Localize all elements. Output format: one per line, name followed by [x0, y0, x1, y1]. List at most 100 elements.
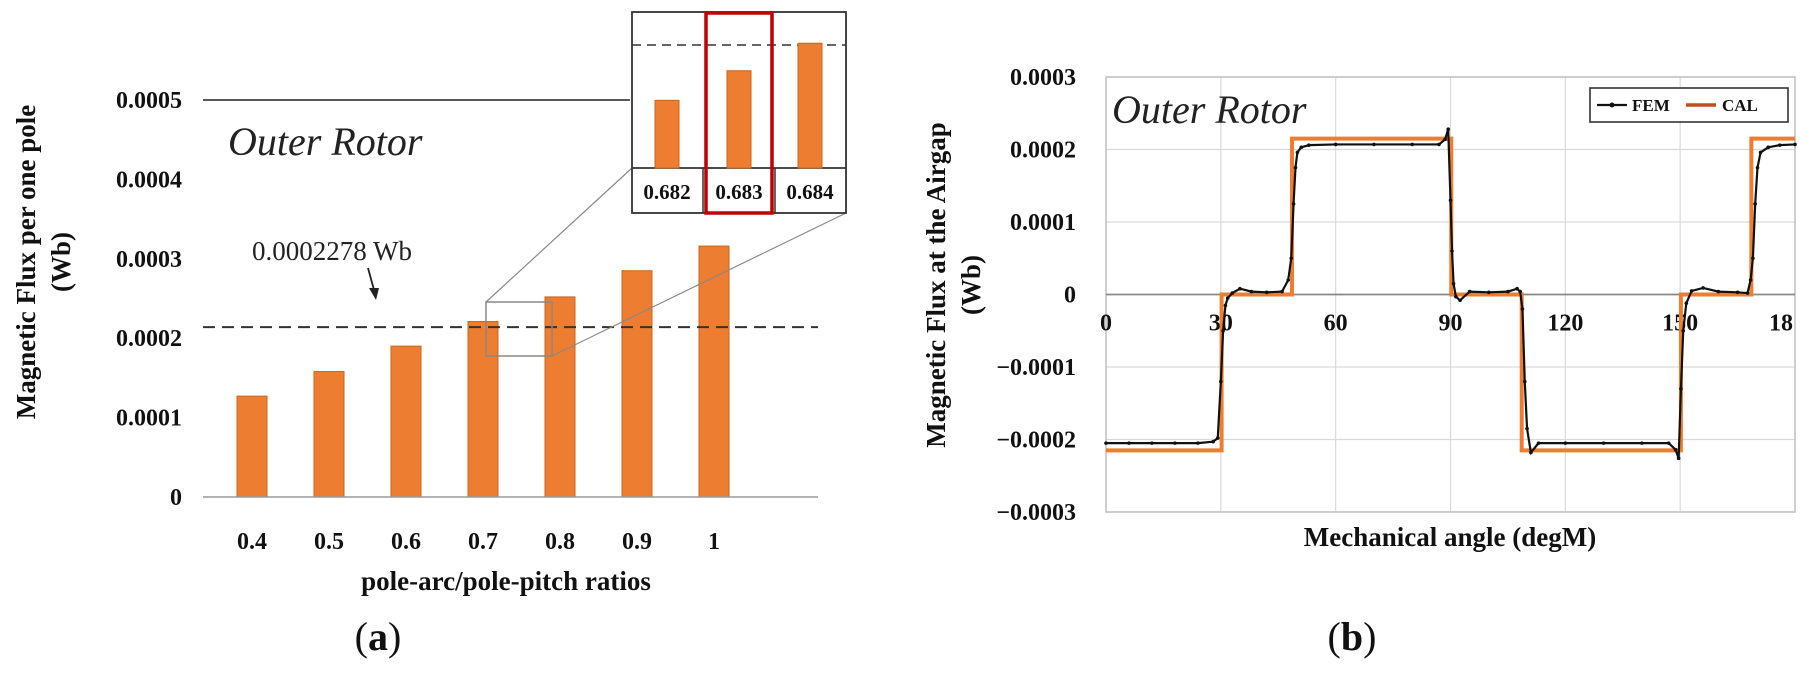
panel-a-reference-arrowhead	[369, 288, 379, 300]
panel-b-xtick-label: 120	[1547, 311, 1583, 337]
panel-b-fem-point	[1173, 441, 1177, 445]
panel-b-fem-point	[1223, 303, 1228, 308]
panel-b-fem-point	[1127, 441, 1131, 445]
panel-a-reference-label: 0.0002278 Wb	[252, 236, 412, 266]
panel-b-fem-point	[1529, 450, 1533, 455]
panel-b-letter: (b)	[1328, 614, 1377, 659]
panel-b-legend-cal-label: CAL	[1722, 96, 1758, 115]
panel-b-fem-point	[1735, 290, 1740, 295]
panel-b-fem-point	[1681, 328, 1686, 333]
panel-b-ytick-label: −0.0003	[996, 500, 1076, 526]
panel-b-fem-point	[1221, 328, 1225, 333]
panel-a-x-ticks: 0.4 0.5 0.6 0.7 0.8 0.9 1	[237, 529, 720, 555]
panel-b-fem-point	[1506, 289, 1510, 294]
panel-a-bar	[236, 395, 268, 498]
panel-b-fem-point	[1211, 439, 1215, 444]
panel-b-fem-point	[1333, 142, 1338, 147]
panel-b-fem-point	[1280, 289, 1284, 294]
panel-a-bars	[236, 245, 730, 498]
panel-b-ylabel-line1: Magnetic Flux at the Airgap	[921, 122, 951, 447]
panel-b-y-ticks: 0.0003 0.0002 0.0001 0 −0.0001 −0.0002 −0.0003	[996, 65, 1076, 526]
panel-b-fem-point	[1793, 142, 1797, 147]
panel-b-fem-point	[1536, 441, 1541, 445]
panel-b-fem-point	[1289, 256, 1294, 261]
panel-a-bar	[698, 245, 730, 498]
panel-b-fem-point	[1410, 142, 1415, 147]
panel-b-fem-point	[1522, 379, 1527, 384]
panel-b-ytick-label: −0.0002	[996, 428, 1076, 454]
panel-b-fem-point	[1563, 441, 1568, 445]
panel-b-fem-point	[1518, 289, 1522, 294]
panel-b-fem-point	[1238, 286, 1242, 291]
panel-b-fem-point	[1446, 127, 1451, 131]
panel-b-fem-point	[1372, 142, 1376, 147]
panel-b-fem-point	[1601, 441, 1606, 445]
panel-b-xtick-label: 90	[1439, 311, 1463, 337]
panel-a-ytick-label: 0	[170, 485, 182, 511]
panel-b-fem-point	[1679, 386, 1683, 391]
panel-b-fem-point	[1766, 145, 1771, 150]
panel-b-fem-point	[1673, 447, 1678, 452]
panel-b-fem-point	[1219, 379, 1223, 384]
panel-a-title: Outer Rotor	[228, 119, 423, 164]
panel-b-xtick-label: 18	[1769, 311, 1793, 337]
panel-b-ylabel-line2: (Wb)	[956, 255, 986, 315]
panel-b-fem-point	[1225, 296, 1230, 300]
panel-a-xtick-label: 0.4	[237, 529, 267, 555]
panel-b-fem-point	[1454, 294, 1458, 299]
panel-a-inset-label: 0.684	[786, 180, 834, 204]
panel-b-fem-point	[1295, 150, 1300, 155]
panel-b-xlabel: Mechanical angle (degM)	[1304, 522, 1596, 552]
panel-b-fem-point	[1751, 256, 1755, 261]
panel-b-fem-point	[1458, 298, 1462, 303]
panel-b-fem-point	[1467, 289, 1472, 294]
panel-a-bar	[621, 270, 653, 498]
panel-a-bar	[313, 371, 345, 498]
panel-a-ylabel-line1: Magnetic Flux per one pole	[11, 105, 41, 419]
panel-b-fem-point	[1448, 198, 1453, 203]
panel-b-fem-point	[1486, 290, 1491, 295]
panel-b-fem-point	[1286, 278, 1291, 282]
panel-b-fem-point	[1249, 289, 1254, 294]
panel-b-legend-fem-marker	[1609, 102, 1615, 108]
panel-b-ytick-label: 0	[1064, 283, 1076, 309]
panel-b-line-chart: Magnetic Flux at the Airgap (Wb) 0.0003 0…	[921, 65, 1797, 659]
panel-b-fem-point	[1437, 142, 1441, 147]
panel-b-fem-point	[1520, 307, 1525, 311]
panel-b-fem-point	[1758, 150, 1763, 155]
panel-b-fem-point	[1640, 441, 1644, 445]
panel-b-fem-point	[1104, 441, 1108, 445]
panel-b-fem-point	[1307, 143, 1311, 147]
panel-b-xtick-label: 60	[1324, 311, 1348, 337]
panel-a-ytick-label: 0.0002	[116, 326, 182, 352]
panel-a-zoom-connector-right	[551, 212, 847, 357]
panel-b-fem-point	[1745, 291, 1750, 295]
panel-b-ytick-label: 0.0001	[1010, 210, 1076, 236]
panel-a-zoom-box	[485, 301, 553, 357]
panel-a-letter: (a)	[355, 614, 402, 659]
panel-b-fem-point	[1264, 290, 1269, 295]
panel-b-fem-point	[1196, 441, 1200, 445]
panel-b-fem-point	[1451, 281, 1456, 286]
panel-a-xtick-label: 1	[708, 529, 720, 555]
panel-b-x-ticks: 0 30 60 90 120 150 18	[1100, 311, 1793, 337]
panel-a-ytick-label: 0.0001	[116, 406, 182, 432]
panel-b-fem-point	[1150, 441, 1154, 445]
panel-a-inset-bar	[654, 99, 680, 169]
panel-b-fem-point	[1230, 291, 1235, 295]
panel-a-xtick-label: 0.5	[314, 529, 344, 555]
panel-b-fem-point	[1689, 289, 1694, 293]
panel-a-inset-labels: 0.682 0.683 0.684	[643, 180, 834, 204]
panel-b-ytick-label: 0.0003	[1010, 65, 1076, 91]
panel-a-reference-arrow	[367, 267, 375, 291]
panel-b-fem-point	[1299, 145, 1304, 150]
panel-b-fem-point	[1748, 278, 1753, 282]
panel-b-fem-point	[1755, 165, 1760, 170]
panel-a-ytick-label: 0.0005	[116, 88, 182, 114]
panel-b-fem-point	[1450, 249, 1454, 253]
panel-a-xtick-label: 0.9	[622, 529, 652, 555]
panel-a-inset-label: 0.683	[715, 180, 762, 204]
panel-b-fem-point	[1684, 301, 1689, 306]
panel-a-xtick-label: 0.8	[545, 529, 575, 555]
